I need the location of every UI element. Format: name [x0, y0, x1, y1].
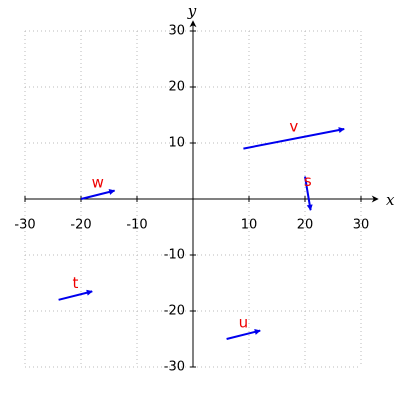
x-tick-label: -20 [70, 218, 91, 233]
y-axis-label: y [187, 2, 197, 20]
vector [58, 289, 93, 301]
y-tick-label: -30 [164, 360, 185, 375]
x-tick-label: 10 [241, 218, 258, 233]
vector [304, 176, 313, 211]
y-tick-label: -20 [164, 304, 185, 319]
x-tick-label: 30 [353, 218, 370, 233]
vector-label: w [92, 173, 104, 191]
vector [226, 328, 261, 340]
x-tick-label: -10 [126, 218, 147, 233]
x-tick-label: -30 [14, 218, 35, 233]
vector-label: t [72, 274, 78, 292]
y-tick-label: 10 [168, 136, 185, 151]
x-axis-label: x [386, 191, 395, 209]
vector-label: u [239, 313, 249, 331]
y-tick-label: -10 [164, 248, 185, 263]
vector-label: v [289, 117, 298, 135]
y-tick-label: 30 [168, 24, 185, 39]
x-tick-label: 20 [297, 218, 314, 233]
vector-label: s [304, 172, 312, 190]
y-tick-label: 20 [168, 80, 185, 95]
vector [243, 127, 345, 150]
vector [80, 188, 116, 200]
